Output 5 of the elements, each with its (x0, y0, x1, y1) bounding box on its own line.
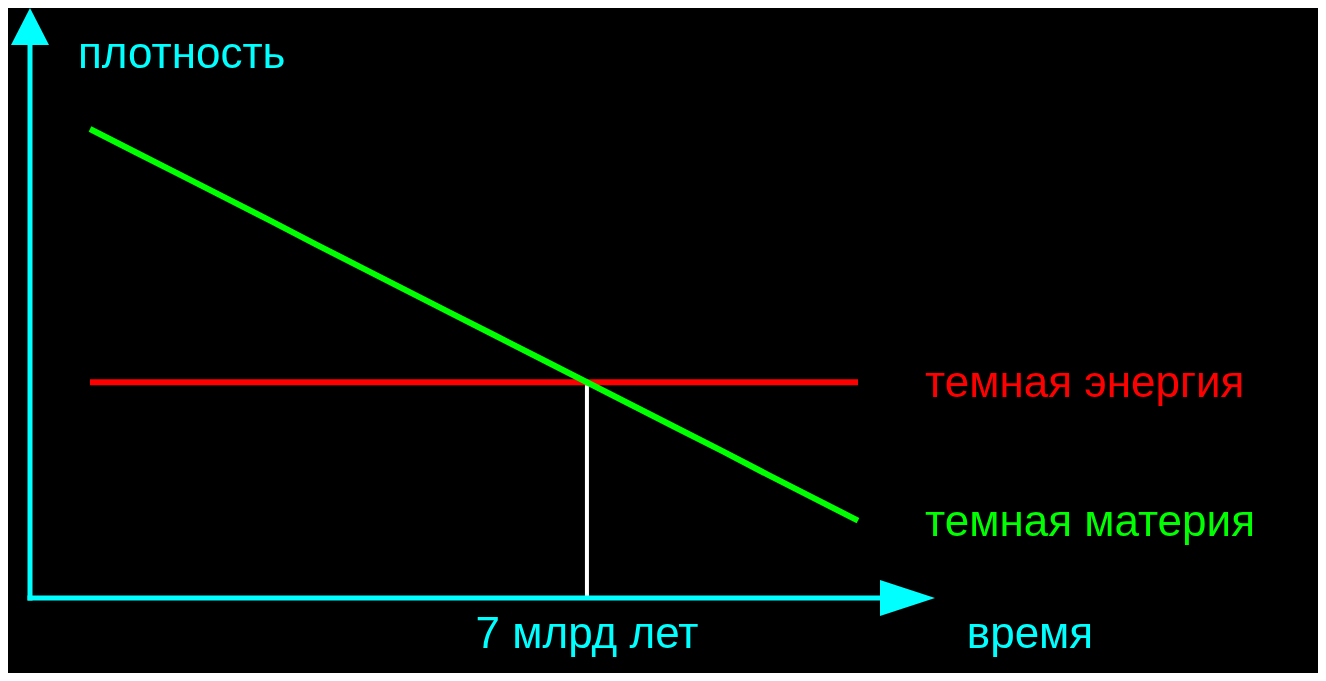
y-axis-title: плотность (78, 28, 286, 77)
x-axis-title: время (966, 608, 1094, 657)
series-label: темная материя (925, 495, 1255, 545)
series-label: темная энергия (925, 357, 1245, 407)
text: 7 млрд лет (475, 608, 699, 657)
